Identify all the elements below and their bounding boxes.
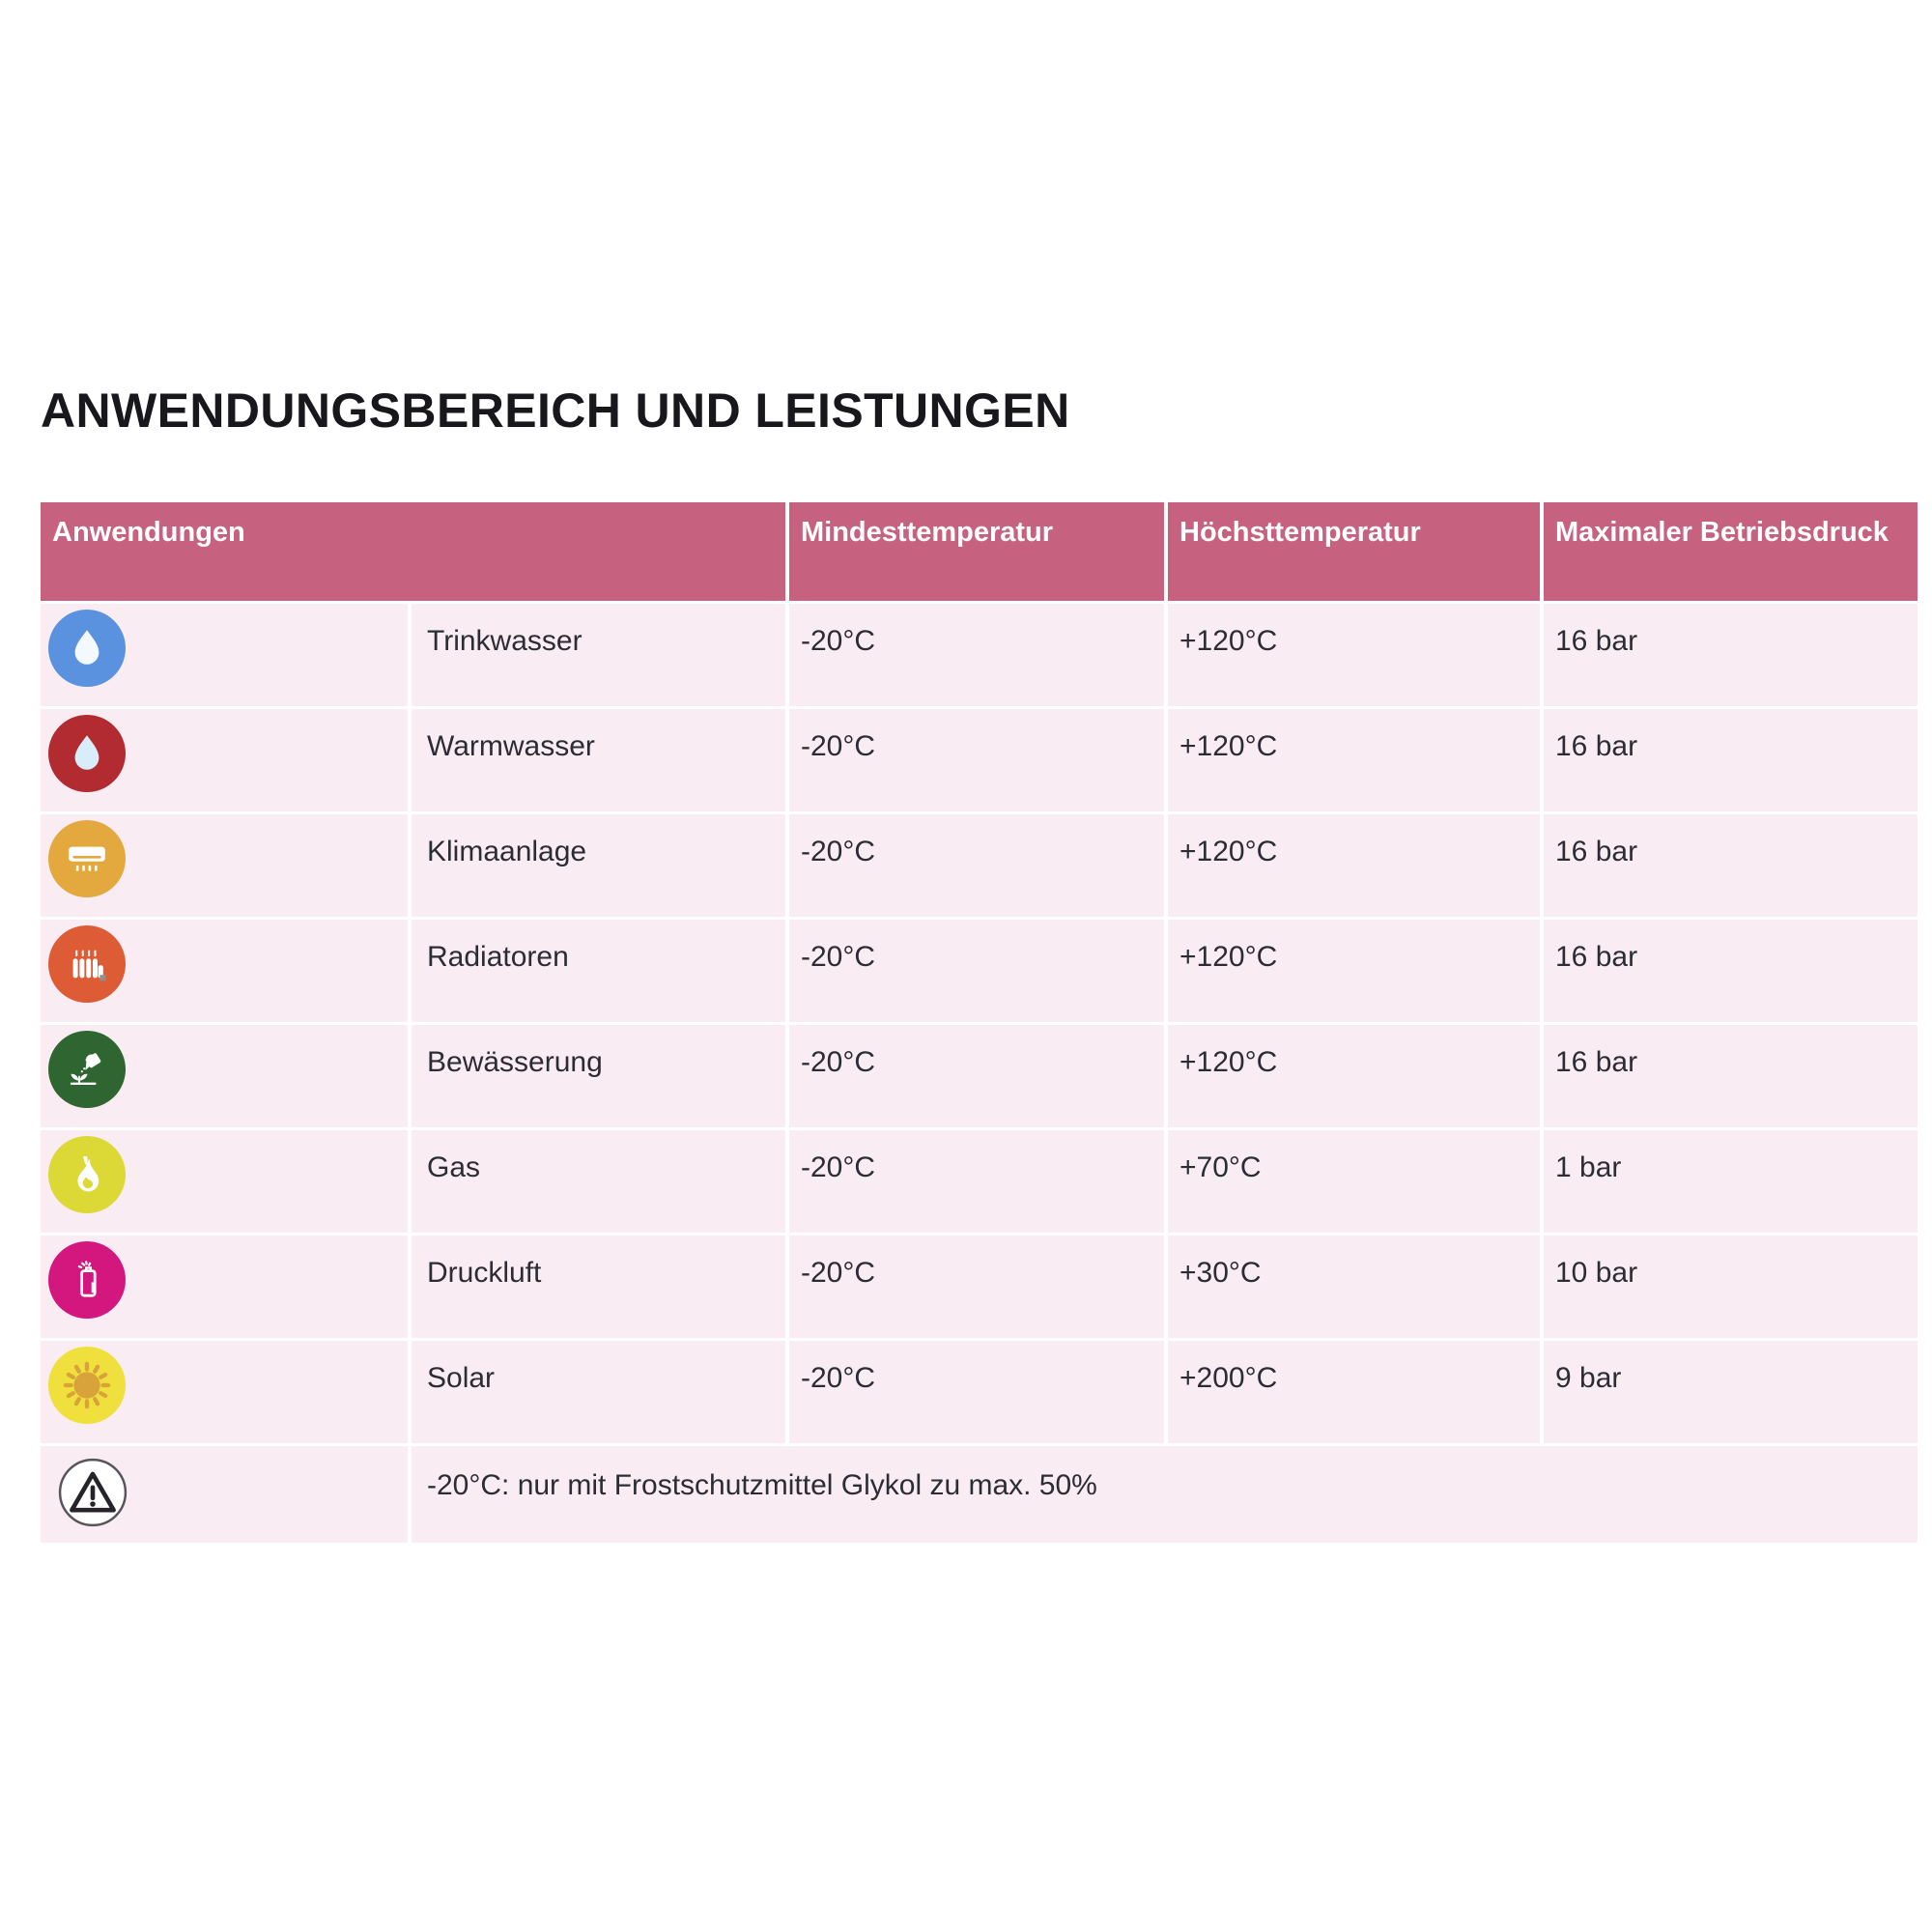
application-label: Gas xyxy=(412,1130,785,1233)
application-icon-cell xyxy=(41,1025,408,1127)
application-icon-cell xyxy=(41,1341,408,1443)
irrigation-icon xyxy=(48,1031,126,1108)
application-label: Warmwasser xyxy=(412,709,785,811)
application-icon-cell xyxy=(41,1130,408,1233)
max-temp-value: +30°C xyxy=(1168,1236,1540,1338)
air-conditioner-icon xyxy=(48,820,126,897)
footnote-text: -20°C: nur mit Frostschutzmittel Glykol … xyxy=(412,1446,1918,1543)
header-min-temp: Mindesttemperatur xyxy=(789,502,1164,601)
max-pressure-value: 16 bar xyxy=(1544,1025,1918,1127)
min-temp-value: -20°C xyxy=(789,814,1164,917)
table-row: Warmwasser -20°C +120°C 16 bar xyxy=(41,709,1918,811)
min-temp-value: -20°C xyxy=(789,709,1164,811)
min-temp-value: -20°C xyxy=(789,1341,1164,1443)
application-icon-cell xyxy=(41,814,408,917)
table-row: Gas -20°C +70°C 1 bar xyxy=(41,1130,1918,1233)
compressed-air-icon xyxy=(48,1241,126,1319)
page-title: ANWENDUNGSBEREICH UND LEISTUNGEN xyxy=(41,384,1070,438)
application-icon-cell xyxy=(41,1236,408,1338)
table-row: Trinkwasser -20°C +120°C 16 bar xyxy=(41,604,1918,706)
max-temp-value: +120°C xyxy=(1168,814,1540,917)
application-icon-cell xyxy=(41,709,408,811)
application-icon-cell xyxy=(41,604,408,706)
applications-table: Anwendungen Mindesttemperatur Höchsttemp… xyxy=(41,502,1918,1543)
min-temp-value: -20°C xyxy=(789,604,1164,706)
radiator-icon xyxy=(48,925,126,1003)
sun-icon xyxy=(48,1347,126,1424)
max-pressure-value: 10 bar xyxy=(1544,1236,1918,1338)
max-pressure-value: 9 bar xyxy=(1544,1341,1918,1443)
max-temp-value: +200°C xyxy=(1168,1341,1540,1443)
table-footnote-row: -20°C: nur mit Frostschutzmittel Glykol … xyxy=(41,1446,1918,1543)
max-pressure-value: 16 bar xyxy=(1544,920,1918,1022)
application-label: Radiatoren xyxy=(412,920,785,1022)
min-temp-value: -20°C xyxy=(789,1025,1164,1127)
application-label: Bewässerung xyxy=(412,1025,785,1127)
max-pressure-value: 16 bar xyxy=(1544,709,1918,811)
water-drop-icon xyxy=(48,610,126,687)
header-max-temp: Höchsttemperatur xyxy=(1168,502,1540,601)
warning-icon xyxy=(54,1452,131,1531)
footnote-icon-cell xyxy=(41,1446,408,1543)
max-pressure-value: 16 bar xyxy=(1544,604,1918,706)
max-temp-value: +120°C xyxy=(1168,1025,1540,1127)
table-row: Radiatoren -20°C +120°C 16 bar xyxy=(41,920,1918,1022)
application-label: Druckluft xyxy=(412,1236,785,1338)
application-icon-cell xyxy=(41,920,408,1022)
max-temp-value: +70°C xyxy=(1168,1130,1540,1233)
min-temp-value: -20°C xyxy=(789,920,1164,1022)
hot-water-drop-icon xyxy=(48,715,126,792)
max-pressure-value: 16 bar xyxy=(1544,814,1918,917)
table-row: Solar -20°C +200°C 9 bar xyxy=(41,1341,1918,1443)
table-row: Klimaanlage -20°C +120°C 16 bar xyxy=(41,814,1918,917)
max-temp-value: +120°C xyxy=(1168,920,1540,1022)
header-applications: Anwendungen xyxy=(41,502,785,601)
max-pressure-value: 1 bar xyxy=(1544,1130,1918,1233)
min-temp-value: -20°C xyxy=(789,1236,1164,1338)
header-max-pressure: Maximaler Betriebsdruck xyxy=(1544,502,1918,601)
gas-flame-icon xyxy=(48,1136,126,1213)
application-label: Trinkwasser xyxy=(412,604,785,706)
application-label: Klimaanlage xyxy=(412,814,785,917)
table-row: Bewässerung -20°C +120°C 16 bar xyxy=(41,1025,1918,1127)
max-temp-value: +120°C xyxy=(1168,604,1540,706)
max-temp-value: +120°C xyxy=(1168,709,1540,811)
table-row: Druckluft -20°C +30°C 10 bar xyxy=(41,1236,1918,1338)
table-header-row: Anwendungen Mindesttemperatur Höchsttemp… xyxy=(41,502,1918,601)
application-label: Solar xyxy=(412,1341,785,1443)
min-temp-value: -20°C xyxy=(789,1130,1164,1233)
